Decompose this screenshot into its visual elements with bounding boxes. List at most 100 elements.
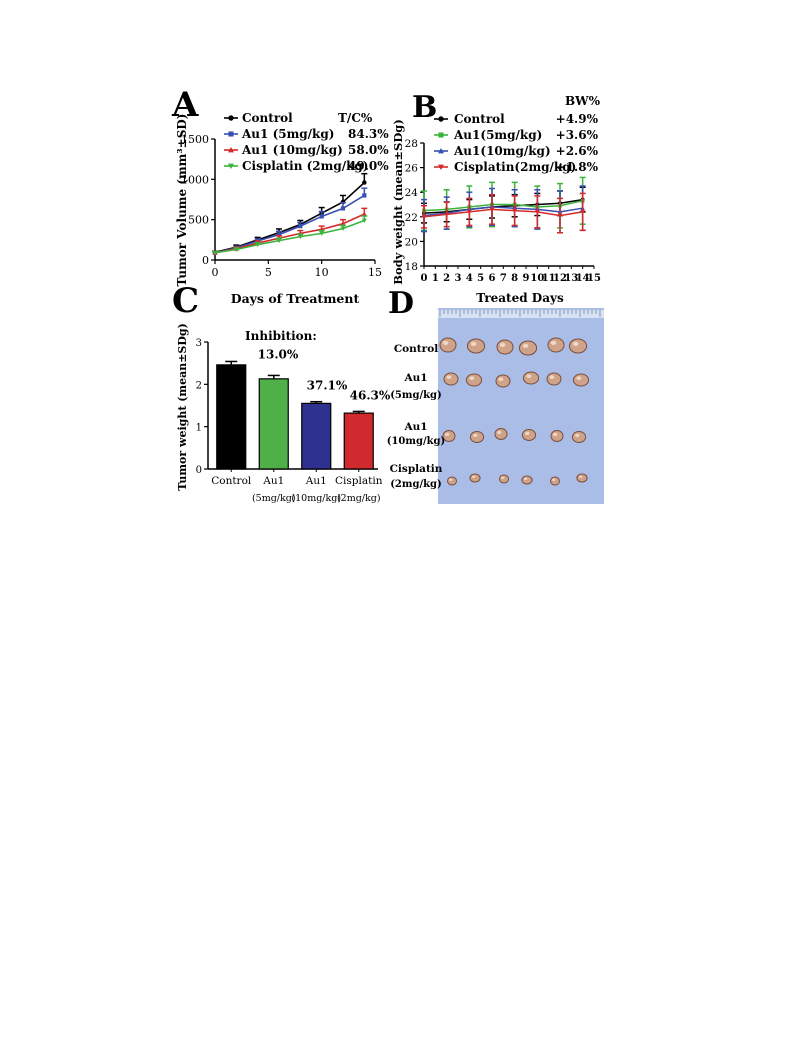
panel-b-point	[512, 208, 517, 213]
panel-b-legend-value: +1.8%	[556, 160, 599, 174]
panel-c-category-sublabel: (5mg/kg)	[252, 493, 296, 504]
panel-c-ytick-label: 2	[196, 380, 202, 391]
tumor-highlight	[469, 376, 475, 381]
panel-a-point	[255, 242, 261, 248]
photo-row-sublabel: (10mg/kg)	[387, 436, 446, 447]
tumor-highlight	[501, 476, 505, 479]
tumor-highlight	[497, 430, 502, 434]
panel-b-xtick-label: 6	[489, 273, 496, 284]
tumor-specimen	[550, 476, 560, 486]
panel-b-xtick-label: 8	[511, 273, 518, 284]
panel-b-legend-header: BW%	[565, 94, 601, 108]
panel-b-xtick-label: 14	[576, 273, 590, 284]
panel-b-xtick-label: 2	[443, 273, 450, 284]
panel-b-legend-value: +4.9%	[556, 112, 599, 126]
photo-row-sublabel: (5mg/kg)	[390, 390, 442, 401]
panel-b-point	[535, 210, 540, 215]
panel-b-ylabel: Body weight (mean±SDg)	[391, 119, 405, 285]
tumor-specimen	[550, 430, 564, 442]
tumor-highlight	[470, 341, 477, 346]
tumor-specimen	[447, 476, 457, 486]
tumor-highlight	[550, 340, 557, 345]
photo-row-label: Cisplatin	[390, 463, 443, 475]
panel-a-legend-value: 58.0%	[348, 143, 389, 157]
panel-c-inhibition-label: 46.3%	[350, 388, 391, 402]
tumor-specimen	[568, 338, 588, 354]
panel-a-point	[276, 232, 282, 237]
panel-a-point	[233, 247, 239, 253]
panel-a-point	[297, 234, 303, 240]
panel-a-xtick-label: 0	[212, 266, 219, 279]
panel-a-ytick-label: 500	[188, 214, 209, 227]
panel-a-ylabel: Tumor Volume (mm³±SD)	[175, 114, 189, 287]
panel-a-legend-label: Au1 (10mg/kg)	[241, 143, 343, 157]
panel-d: D Treated Days Control Au1 (5mg/kg) Au1 (10m…	[387, 286, 604, 504]
panel-a-point	[361, 211, 367, 217]
panel-c-ylabel: Tumor weight (mean±SDg)	[176, 323, 189, 491]
photo-row-sublabel: (2mg/kg)	[390, 479, 442, 490]
panel-b-ytick-label: 28	[405, 138, 418, 150]
tumor-highlight	[522, 343, 529, 348]
panel-label-b: B	[412, 90, 437, 125]
panel-b-point	[421, 215, 427, 219]
panel-b-legend-marker	[438, 164, 444, 170]
panel-b-ytick-label: 24	[405, 187, 419, 199]
tumor-specimen	[439, 337, 457, 353]
panel-a-legend-value: 84.3%	[348, 127, 389, 141]
panel-b-xtick-label: 12	[553, 273, 567, 284]
panel-a-legend-marker	[228, 131, 234, 137]
panel-b-xtick-label: 7	[500, 273, 507, 284]
tumor-specimen	[495, 374, 511, 388]
panel-b-ytick-label: 20	[405, 236, 418, 248]
panel-c-bar	[343, 412, 374, 470]
panel-a-xtick-label: 15	[368, 266, 382, 279]
panel-label-d: D	[388, 286, 414, 321]
panel-b-legend-marker	[438, 148, 444, 154]
panel-b-legend-label: Control	[454, 112, 505, 126]
tumor-specimen	[469, 473, 481, 483]
tumor-highlight	[449, 478, 453, 481]
panel-b-xtick-label: 15	[587, 273, 601, 284]
panel-b-legend-label: Cisplatin(2mg/kg)	[454, 160, 576, 174]
photo-row-label: Control	[394, 343, 438, 355]
panel-a-xtick-label: 5	[265, 266, 272, 279]
tumor-highlight	[572, 341, 579, 346]
tumor-highlight	[472, 475, 476, 478]
panel-a-legend-header: T/C%	[338, 111, 373, 125]
tumor-specimen	[547, 337, 565, 353]
tumor-specimen	[443, 372, 459, 386]
tumor-specimen	[571, 431, 587, 443]
photo-row-label: Au1	[403, 372, 427, 384]
panel-b-legend-marker	[438, 132, 444, 138]
tumor-highlight	[579, 475, 583, 478]
tumor-highlight	[553, 432, 558, 436]
tumor-highlight	[446, 375, 452, 380]
panel-a-series-line	[214, 194, 365, 254]
panel-c-category-sublabel: (10mg/kg)	[291, 493, 341, 504]
panel-b-point	[489, 207, 495, 212]
tumor-highlight	[549, 375, 555, 380]
panel-b-point	[444, 212, 449, 217]
panel-label-c: C	[172, 281, 199, 321]
panel-a-legend-marker	[228, 115, 234, 121]
panel-b-series-line	[423, 198, 583, 214]
panel-b-ytick-label: 22	[405, 212, 418, 224]
tumor-specimen	[518, 340, 538, 356]
panel-a-ytick-label: 1000	[181, 173, 209, 186]
panel-a-series-line	[214, 219, 365, 254]
photo-title: Treated Days	[476, 291, 564, 305]
panel-c-ytick-label: 1	[196, 423, 202, 434]
tumor-specimen	[521, 475, 533, 485]
panel-b-legend-label: Au1(10mg/kg)	[453, 144, 551, 158]
panel-b-xtick-label: 10	[530, 273, 544, 284]
tumor-highlight	[525, 431, 530, 435]
panel-b-point	[557, 213, 563, 218]
tumor-specimen	[466, 338, 486, 354]
panel-a-point	[298, 223, 303, 229]
panel-b-legend-marker	[438, 116, 444, 122]
panel-a-point	[362, 180, 367, 185]
tumor-specimen	[521, 429, 537, 441]
panel-b-xtick-label: 0	[421, 273, 428, 284]
